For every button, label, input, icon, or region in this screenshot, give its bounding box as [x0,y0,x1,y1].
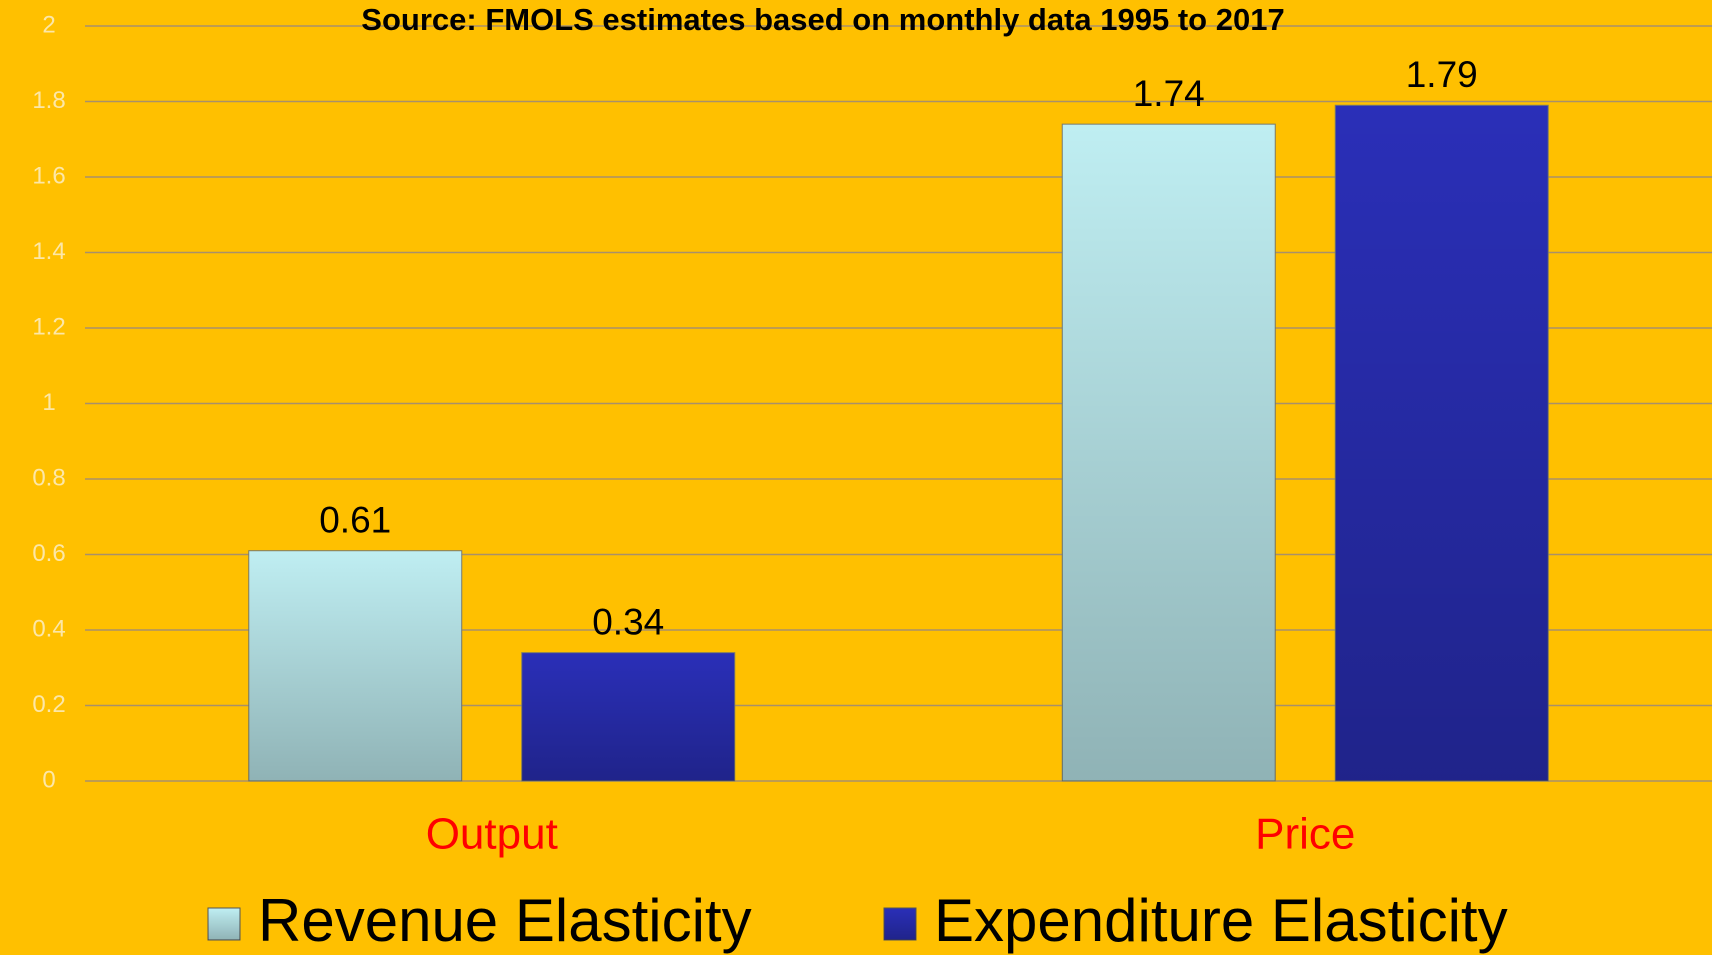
marks [248,104,1549,782]
x-tick-label: Price [1255,810,1355,859]
bar-shade [248,550,462,781]
y-tick-label: 0.4 [32,615,65,642]
y-tick-label: 1.4 [32,238,65,265]
legend-swatch-shade [884,908,916,940]
y-tick-label: 1.6 [32,162,65,189]
bar-shade [1335,105,1549,781]
data-label: 0.34 [592,601,664,642]
legend-label: Revenue Elasticity [258,887,752,954]
legend-swatch-shade [208,908,240,940]
y-tick-label: 1.8 [32,87,65,114]
data-label: 1.74 [1133,73,1205,114]
y-tick-label: 2 [42,11,55,38]
y-tick-label: 1 [42,389,55,416]
legend-label: Expenditure Elasticity [934,887,1508,954]
y-tick-label: 1.2 [32,313,65,340]
bar-shade [1062,124,1276,781]
bar-shade [521,652,735,781]
y-tick-label: 0.8 [32,464,65,491]
x-tick-label: Output [426,810,558,859]
y-tick-label: 0.6 [32,540,65,567]
chart-title: Source: FMOLS estimates based on monthly… [361,2,1284,37]
y-tick-label: 0 [42,766,55,793]
data-label: 1.79 [1406,54,1478,95]
data-label: 0.61 [319,500,391,541]
y-tick-label: 0.2 [32,691,65,718]
